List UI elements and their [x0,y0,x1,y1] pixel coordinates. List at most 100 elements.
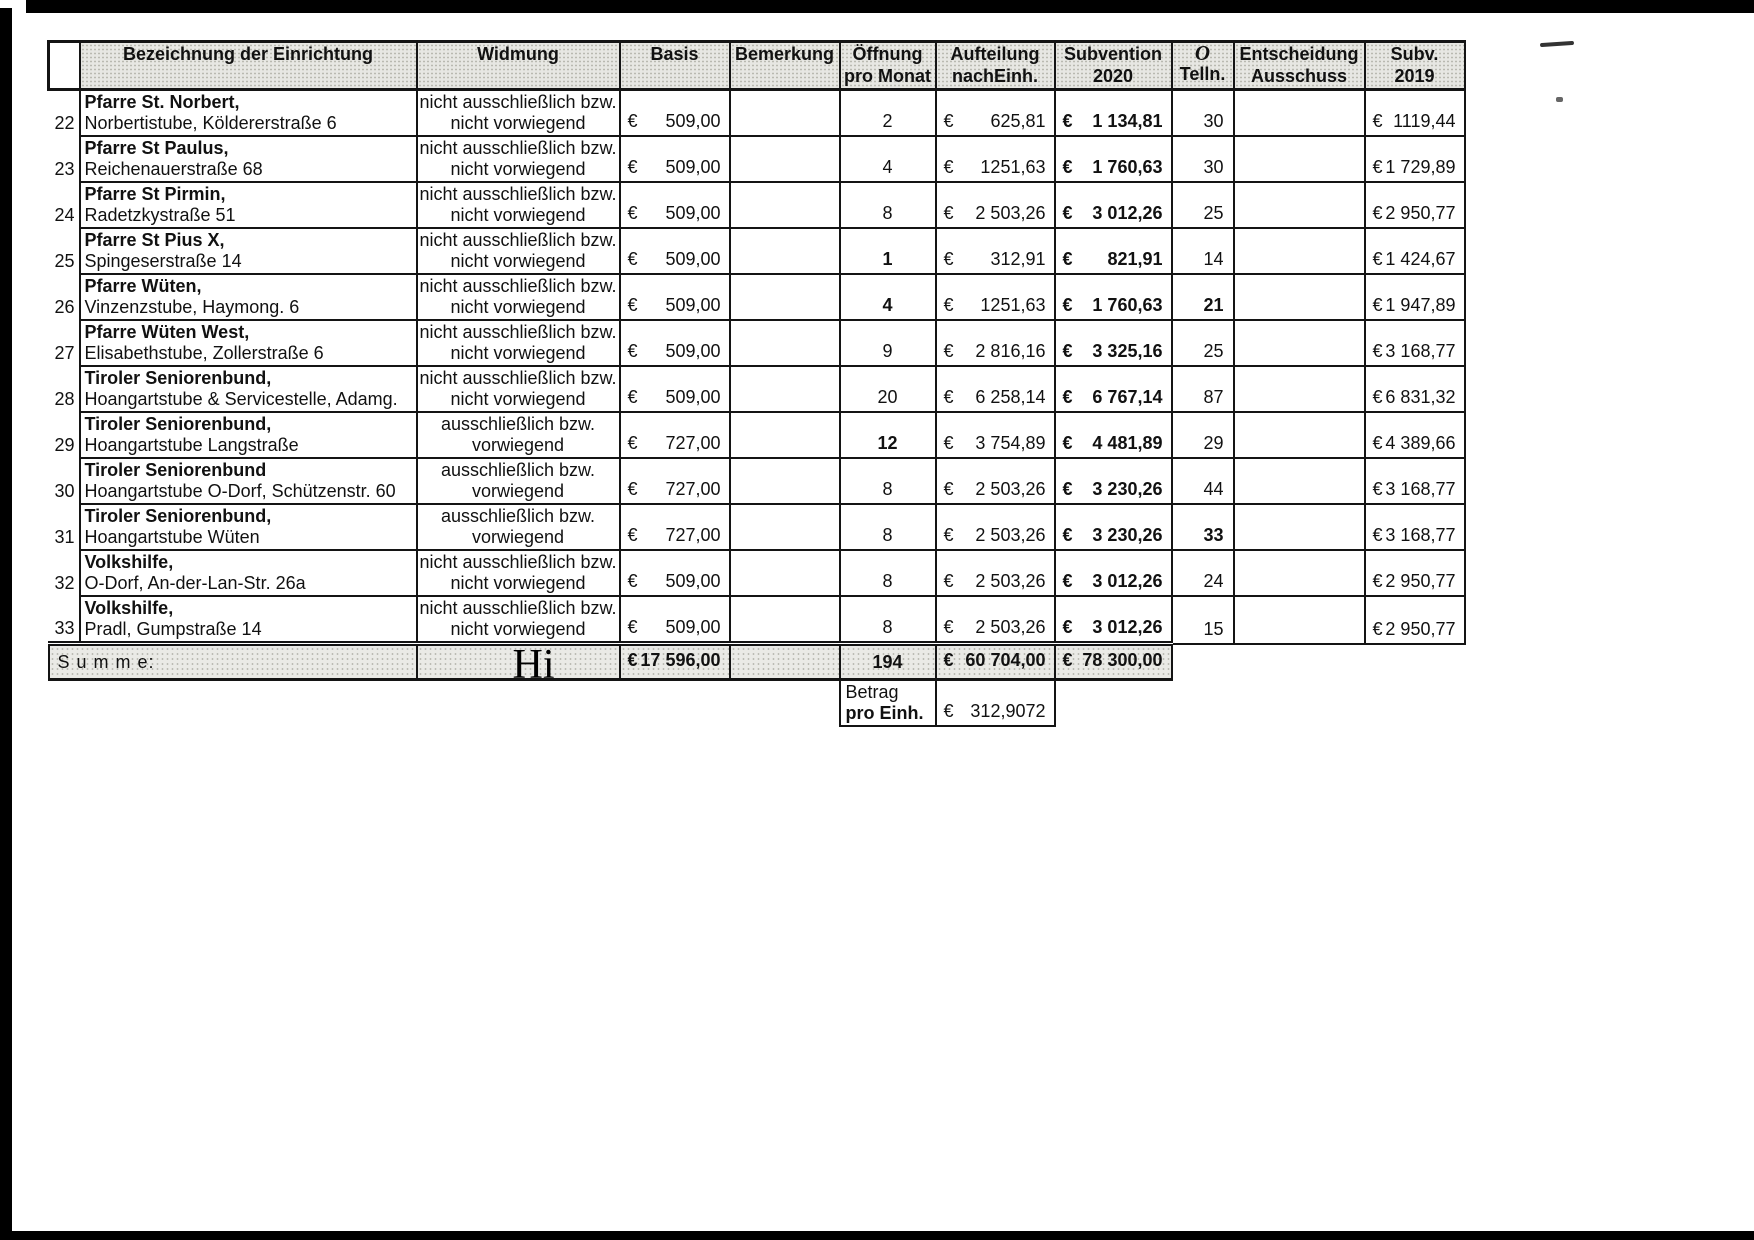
telln-cell: 25 [1170,319,1235,367]
entscheidung-cell [1232,457,1366,505]
telln-cell: 87 [1170,365,1235,413]
header-subvention-line1: Subvention [1064,44,1162,64]
summe-filler [1172,644,1465,680]
subsidy-table: Bezeichnung der Einrichtung Widmung Basi… [47,40,1466,727]
subv2019-cell: €6 831,32 [1363,365,1466,413]
widmung-line2: vorwiegend [471,435,565,455]
einrichtung-name: Volkshilfe, [84,552,174,572]
summe-oeffnung-cell: 194 [838,641,937,681]
subvention-cell: €821,91 [1053,227,1173,275]
einrichtung-name: Tiroler Seniorenbund [84,460,267,480]
oeffnung-cell: 4 [838,273,937,321]
euro-symbol: € [1372,111,1383,131]
basis-cell: €727,00 [618,503,731,551]
bemerkung-cell [728,595,841,645]
euro-symbol: € [943,617,954,637]
euro-symbol: € [627,571,638,591]
widmung-cell: ausschließlich bzw. vorwiegend [415,457,621,505]
euro-symbol: € [1062,157,1073,177]
einrichtung-address: Hoangartstube & Servicestelle, Adamg. [84,389,398,409]
aufteilung-cell: €2 503,26 [934,181,1056,229]
widmung-cell: ausschließlich bzw. vorwiegend [415,503,621,551]
subv2019-value: 1 424,67 [1385,249,1456,269]
subvention-cell: €1 760,63 [1053,135,1173,183]
oeffnung-cell: 8 [838,549,937,597]
euro-symbol: € [943,203,954,223]
aufteilung-cell: €2 503,26 [934,457,1056,505]
subv2019-cell: €1119,44 [1363,88,1466,137]
widmung-line2: nicht vorwiegend [450,573,586,593]
oeffnung-cell: 8 [838,503,937,551]
widmung-line1: nicht ausschließlich bzw. [419,230,617,250]
widmung-cell: nicht ausschließlich bzw. nicht vorwiege… [415,227,621,275]
row-number: 30 [48,458,81,504]
row-number: 32 [48,550,81,596]
aufteilung-value: 2 503,26 [975,525,1046,545]
widmung-line2: nicht vorwiegend [450,113,586,133]
basis-value: 509,00 [665,157,721,177]
euro-symbol: € [943,479,954,499]
euro-symbol: € [943,571,954,591]
scan-speck [1539,40,1575,48]
subvention-value: 3 012,26 [1092,617,1163,637]
row-number: 29 [48,412,81,458]
entscheidung-cell [1232,88,1366,137]
entscheidung-cell [1232,135,1366,183]
aufteilung-value: 1251,63 [980,157,1046,177]
euro-symbol: € [1372,525,1383,545]
header-oeffnung-line2: pro Monat [844,66,931,86]
einrichtung-cell: Pfarre St Pirmin, Radetzkystraße 51 [78,181,418,229]
euro-symbol: € [627,111,638,131]
subv2019-value: 2 950,77 [1385,571,1456,591]
subv2019-cell: €3 168,77 [1363,319,1466,367]
bemerkung-cell [728,503,841,551]
einrichtung-cell: Pfarre St. Norbert, Norbertistube, Kölde… [78,88,418,137]
row-number: 27 [48,320,81,366]
euro-symbol: € [1062,617,1073,637]
widmung-cell: nicht ausschließlich bzw. nicht vorwiege… [415,88,621,137]
euro-symbol: € [1372,433,1383,453]
oeffnung-cell: 8 [838,181,937,229]
telln-cell: 30 [1170,135,1235,183]
row-number: 22 [48,89,81,136]
telln-cell: 29 [1170,411,1235,459]
euro-symbol: € [1062,111,1073,131]
scan-artifact-top [26,0,1754,13]
row-number: 31 [48,504,81,550]
subvention-value: 3 230,26 [1092,525,1163,545]
subvention-cell: €1 760,63 [1053,273,1173,321]
header-row: Bezeichnung der Einrichtung Widmung Basi… [47,40,1466,91]
scan-artifact-left [0,8,12,1240]
einrichtung-name: Tiroler Seniorenbund, [84,414,272,434]
euro-symbol: € [627,203,638,223]
subv2019-value: 3 168,77 [1385,479,1456,499]
header-subvention-line2: 2020 [1092,66,1134,86]
widmung-line2: nicht vorwiegend [450,619,586,639]
euro-symbol: € [1372,387,1383,407]
summe-widmung-cell: Hi [415,641,621,686]
summe-subvention-value: 78 300,00 [1082,650,1163,670]
summe-aufteilung-value: 60 704,00 [965,650,1046,670]
summe-label: S u m m e: [47,641,418,681]
basis-value: 509,00 [665,203,721,223]
betrag-pro-einh-row: Betrag pro Einh. €312,9072 [49,678,1465,727]
widmung-line2: vorwiegend [471,527,565,547]
summe-basis-cell: €17 596,00 [618,641,731,681]
widmung-line2: nicht vorwiegend [450,205,586,225]
widmung-line1: ausschließlich bzw. [440,460,596,480]
subvention-cell: €1 134,81 [1053,88,1173,137]
subvention-cell: €3 012,26 [1053,181,1173,229]
euro-symbol: € [943,157,954,177]
euro-symbol: € [943,111,954,131]
scan-artifact-bottom [0,1231,1754,1240]
basis-cell: €509,00 [618,595,731,645]
aufteilung-cell: €625,81 [934,88,1056,137]
table-row: 24 Pfarre St Pirmin, Radetzkystraße 51 n… [48,181,1466,229]
aufteilung-cell: €312,91 [934,227,1056,275]
header-telln-line2: Telln. [1179,64,1226,84]
bemerkung-cell [728,135,841,183]
aufteilung-value: 312,91 [990,249,1046,269]
einrichtung-cell: Pfarre Wüten, Vinzenzstube, Haymong. 6 [78,273,418,321]
bemerkung-cell [728,88,841,137]
subvention-value: 3 325,16 [1092,341,1163,361]
